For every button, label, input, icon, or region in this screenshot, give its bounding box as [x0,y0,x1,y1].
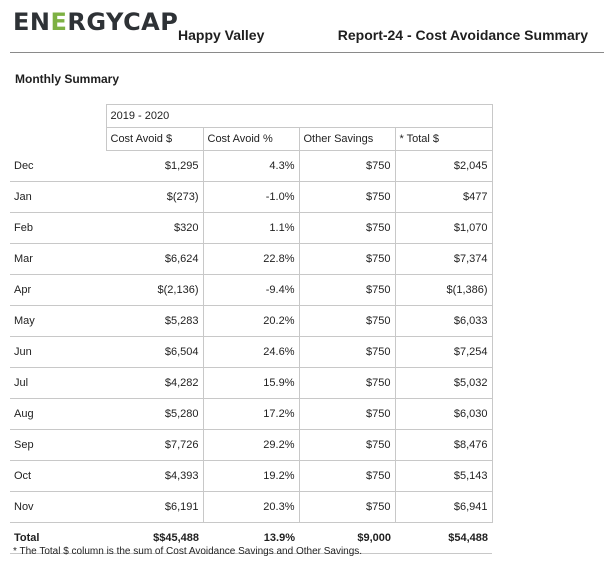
section-title: Monthly Summary [15,72,120,86]
blank-corner-cell [10,128,106,151]
column-header-cost-avoid-pct: Cost Avoid % [202,127,300,151]
cost-avoid-cell: $4,393 [106,460,204,492]
other-savings-cell: $750 [299,305,396,337]
total-cost-avoid-cell: $$45,488 [106,522,203,554]
company-name: Happy Valley [178,27,265,43]
total-cell: $(1,386) [395,274,493,306]
report-title: Report-24 - Cost Avoidance Summary [337,27,588,43]
cost-avoid-pct-cell: -9.4% [203,274,300,306]
total-cell: $7,374 [395,243,493,275]
cost-avoid-pct-cell: 1.1% [203,212,300,244]
total-cost-avoid-pct-cell: 13.9% [203,522,299,554]
month-label: Jan [10,181,106,213]
total-cell: $7,254 [395,336,493,368]
other-savings-cell: $750 [299,150,396,182]
other-savings-cell: $750 [299,398,396,430]
other-savings-cell: $750 [299,181,396,213]
cost-avoid-pct-cell: 20.3% [203,491,300,523]
header-divider [10,52,604,53]
total-other-savings-cell: $9,000 [299,522,395,554]
cost-avoid-pct-cell: 22.8% [203,243,300,275]
other-savings-cell: $750 [299,367,396,399]
table-row: Jun $6,504 24.6% $750 $7,254 [10,336,493,368]
month-label: Aug [10,398,106,430]
cost-avoid-pct-cell: 29.2% [203,429,300,461]
table-row: Nov $6,191 20.3% $750 $6,941 [10,491,493,523]
other-savings-cell: $750 [299,491,396,523]
column-header-row: Cost Avoid $ Cost Avoid % Other Savings … [10,127,493,151]
other-savings-cell: $750 [299,460,396,492]
cost-avoid-pct-cell: 4.3% [203,150,300,182]
total-total-cell: $54,488 [395,522,493,554]
period-label: 2019 - 2020 [105,104,493,128]
cost-avoid-cell: $1,295 [106,150,204,182]
cost-avoid-cell: $320 [106,212,204,244]
table-row: Jul $4,282 15.9% $750 $5,032 [10,367,493,399]
table-row: Mar $6,624 22.8% $750 $7,374 [10,243,493,275]
month-label: Apr [10,274,106,306]
cost-avoid-cell: $6,191 [106,491,204,523]
column-header-total: * Total $ [394,127,493,151]
energycap-logo: ENERGYCAP [13,8,179,36]
month-label: Jun [10,336,106,368]
total-label: Total [10,522,106,554]
total-cell: $6,941 [395,491,493,523]
column-header-cost-avoid: Cost Avoid $ [105,127,204,151]
table-row: Apr $(2,136) -9.4% $750 $(1,386) [10,274,493,306]
month-label: Sep [10,429,106,461]
total-cell: $477 [395,181,493,213]
month-label: Oct [10,460,106,492]
total-row: Total $$45,488 13.9% $9,000 $54,488 [10,522,493,554]
period-header-row: 2019 - 2020 [10,104,493,128]
cost-avoid-pct-cell: 17.2% [203,398,300,430]
cost-avoid-cell: $4,282 [106,367,204,399]
other-savings-cell: $750 [299,243,396,275]
other-savings-cell: $750 [299,274,396,306]
month-label: Nov [10,491,106,523]
column-header-other-savings: Other Savings [298,127,396,151]
cost-avoid-cell: $(2,136) [106,274,204,306]
cost-avoid-cell: $5,280 [106,398,204,430]
table-row: Aug $5,280 17.2% $750 $6,030 [10,398,493,430]
table-row: Dec $1,295 4.3% $750 $2,045 [10,150,493,182]
monthly-summary-table: 2019 - 2020 Cost Avoid $ Cost Avoid % Ot… [10,104,493,554]
total-cell: $6,033 [395,305,493,337]
month-label: Feb [10,212,106,244]
total-cell: $8,476 [395,429,493,461]
table-row: Oct $4,393 19.2% $750 $5,143 [10,460,493,492]
cost-avoid-pct-cell: 24.6% [203,336,300,368]
total-cell: $5,032 [395,367,493,399]
month-label: Dec [10,150,106,182]
other-savings-cell: $750 [299,429,396,461]
total-cell: $2,045 [395,150,493,182]
cost-avoid-pct-cell: 20.2% [203,305,300,337]
cost-avoid-pct-cell: 15.9% [203,367,300,399]
total-cell: $6,030 [395,398,493,430]
total-cell: $5,143 [395,460,493,492]
month-label: Mar [10,243,106,275]
other-savings-cell: $750 [299,212,396,244]
cost-avoid-cell: $5,283 [106,305,204,337]
cost-avoid-pct-cell: 19.2% [203,460,300,492]
table-row: Jan $(273) -1.0% $750 $477 [10,181,493,213]
table-row: Feb $320 1.1% $750 $1,070 [10,212,493,244]
cost-avoid-cell: $6,624 [106,243,204,275]
month-label: Jul [10,367,106,399]
cost-avoid-pct-cell: -1.0% [203,181,300,213]
blank-corner-cell [10,105,106,128]
cost-avoid-cell: $7,726 [106,429,204,461]
cost-avoid-cell: $6,504 [106,336,204,368]
table-row: Sep $7,726 29.2% $750 $8,476 [10,429,493,461]
cost-avoid-cell: $(273) [106,181,204,213]
month-label: May [10,305,106,337]
other-savings-cell: $750 [299,336,396,368]
total-cell: $1,070 [395,212,493,244]
footnote: * The Total $ column is the sum of Cost … [13,546,363,557]
table-row: May $5,283 20.2% $750 $6,033 [10,305,493,337]
